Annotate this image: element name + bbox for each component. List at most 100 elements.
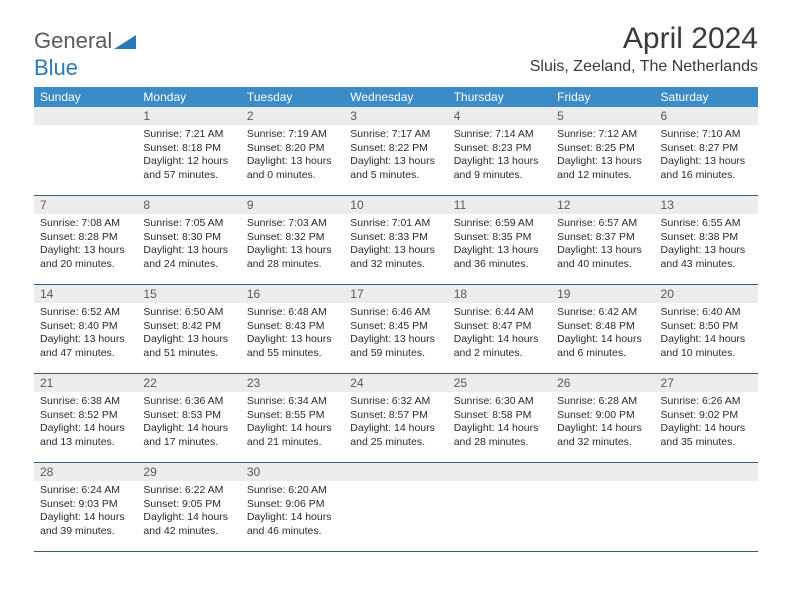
day-number: 20	[655, 285, 758, 303]
day-line: and 35 minutes.	[661, 436, 752, 450]
logo-text: General Blue	[34, 28, 136, 81]
day-line: and 5 minutes.	[350, 169, 441, 183]
day-line: Sunset: 8:42 PM	[143, 320, 234, 334]
day-line: Sunrise: 6:42 AM	[557, 306, 648, 320]
calendar-cell: 26Sunrise: 6:28 AMSunset: 9:00 PMDayligh…	[551, 374, 654, 463]
day-line: Sunrise: 6:48 AM	[247, 306, 338, 320]
day-line: Daylight: 14 hours	[143, 511, 234, 525]
day-line: and 57 minutes.	[143, 169, 234, 183]
day-line	[557, 498, 648, 512]
day-number: 4	[448, 107, 551, 125]
day-line: Sunrise: 6:40 AM	[661, 306, 752, 320]
day-line: Sunrise: 7:14 AM	[454, 128, 545, 142]
day-line: Daylight: 13 hours	[40, 333, 131, 347]
day-line: Sunrise: 7:10 AM	[661, 128, 752, 142]
day-number: 13	[655, 196, 758, 214]
day-number: 5	[551, 107, 654, 125]
day-line: Sunset: 8:45 PM	[350, 320, 441, 334]
day-number: 8	[137, 196, 240, 214]
day-line: Sunrise: 6:34 AM	[247, 395, 338, 409]
calendar-cell	[448, 463, 551, 552]
day-line: and 43 minutes.	[661, 258, 752, 272]
day-line: Daylight: 14 hours	[350, 422, 441, 436]
day-line: Daylight: 13 hours	[454, 244, 545, 258]
day-line: Daylight: 13 hours	[40, 244, 131, 258]
day-number	[448, 463, 551, 481]
day-number: 24	[344, 374, 447, 392]
day-line: Sunset: 8:23 PM	[454, 142, 545, 156]
day-line: Sunset: 8:32 PM	[247, 231, 338, 245]
day-body: Sunrise: 6:32 AMSunset: 8:57 PMDaylight:…	[344, 392, 447, 454]
day-line: Sunset: 9:03 PM	[40, 498, 131, 512]
day-line: Daylight: 14 hours	[661, 333, 752, 347]
day-line: Sunset: 8:50 PM	[661, 320, 752, 334]
day-line	[40, 142, 131, 156]
day-line: Daylight: 13 hours	[247, 155, 338, 169]
day-line: Sunrise: 6:24 AM	[40, 484, 131, 498]
day-line: Daylight: 13 hours	[350, 155, 441, 169]
day-line: Sunset: 8:48 PM	[557, 320, 648, 334]
weekday-header: Saturday	[655, 87, 758, 107]
day-body: Sunrise: 6:34 AMSunset: 8:55 PMDaylight:…	[241, 392, 344, 454]
day-line	[350, 498, 441, 512]
day-line: and 0 minutes.	[247, 169, 338, 183]
day-body: Sunrise: 6:46 AMSunset: 8:45 PMDaylight:…	[344, 303, 447, 365]
day-number: 19	[551, 285, 654, 303]
day-body	[551, 481, 654, 543]
day-body: Sunrise: 6:26 AMSunset: 9:02 PMDaylight:…	[655, 392, 758, 454]
calendar-cell: 15Sunrise: 6:50 AMSunset: 8:42 PMDayligh…	[137, 285, 240, 374]
day-number: 16	[241, 285, 344, 303]
weekday-header: Thursday	[448, 87, 551, 107]
day-body: Sunrise: 6:36 AMSunset: 8:53 PMDaylight:…	[137, 392, 240, 454]
day-line: Sunrise: 6:32 AM	[350, 395, 441, 409]
calendar-cell	[655, 463, 758, 552]
day-line: Daylight: 14 hours	[454, 422, 545, 436]
day-line: and 59 minutes.	[350, 347, 441, 361]
calendar-cell: 24Sunrise: 6:32 AMSunset: 8:57 PMDayligh…	[344, 374, 447, 463]
day-line: Sunrise: 7:17 AM	[350, 128, 441, 142]
day-line: and 51 minutes.	[143, 347, 234, 361]
day-line: Sunset: 8:30 PM	[143, 231, 234, 245]
day-line: and 17 minutes.	[143, 436, 234, 450]
calendar-row: 1Sunrise: 7:21 AMSunset: 8:18 PMDaylight…	[34, 107, 758, 196]
logo-triangle-icon	[114, 29, 136, 55]
day-line: and 46 minutes.	[247, 525, 338, 539]
day-number: 25	[448, 374, 551, 392]
day-number: 9	[241, 196, 344, 214]
day-body: Sunrise: 6:59 AMSunset: 8:35 PMDaylight:…	[448, 214, 551, 276]
day-body: Sunrise: 6:20 AMSunset: 9:06 PMDaylight:…	[241, 481, 344, 543]
weekday-header: Wednesday	[344, 87, 447, 107]
calendar-cell: 7Sunrise: 7:08 AMSunset: 8:28 PMDaylight…	[34, 196, 137, 285]
day-line: Sunrise: 6:28 AM	[557, 395, 648, 409]
logo-text-2: Blue	[34, 55, 78, 80]
day-number: 26	[551, 374, 654, 392]
day-line	[557, 484, 648, 498]
day-line: Daylight: 14 hours	[661, 422, 752, 436]
day-line: Sunrise: 6:20 AM	[247, 484, 338, 498]
day-line: Sunset: 8:35 PM	[454, 231, 545, 245]
day-line: Sunset: 8:27 PM	[661, 142, 752, 156]
day-line: Sunset: 8:58 PM	[454, 409, 545, 423]
calendar-cell: 19Sunrise: 6:42 AMSunset: 8:48 PMDayligh…	[551, 285, 654, 374]
calendar-cell: 18Sunrise: 6:44 AMSunset: 8:47 PMDayligh…	[448, 285, 551, 374]
day-body: Sunrise: 7:08 AMSunset: 8:28 PMDaylight:…	[34, 214, 137, 276]
day-line: Sunset: 8:52 PM	[40, 409, 131, 423]
day-line: Daylight: 13 hours	[350, 333, 441, 347]
day-body: Sunrise: 6:38 AMSunset: 8:52 PMDaylight:…	[34, 392, 137, 454]
day-body: Sunrise: 6:55 AMSunset: 8:38 PMDaylight:…	[655, 214, 758, 276]
day-line: Sunrise: 7:12 AM	[557, 128, 648, 142]
day-number: 28	[34, 463, 137, 481]
day-line: Daylight: 13 hours	[350, 244, 441, 258]
day-body	[655, 481, 758, 543]
day-line	[40, 155, 131, 169]
day-body: Sunrise: 7:05 AMSunset: 8:30 PMDaylight:…	[137, 214, 240, 276]
calendar-cell	[551, 463, 654, 552]
day-line: Sunrise: 6:59 AM	[454, 217, 545, 231]
weekday-header: Monday	[137, 87, 240, 107]
day-number: 10	[344, 196, 447, 214]
day-number	[344, 463, 447, 481]
day-line: and 40 minutes.	[557, 258, 648, 272]
day-line: and 42 minutes.	[143, 525, 234, 539]
calendar-cell: 10Sunrise: 7:01 AMSunset: 8:33 PMDayligh…	[344, 196, 447, 285]
calendar-cell: 16Sunrise: 6:48 AMSunset: 8:43 PMDayligh…	[241, 285, 344, 374]
